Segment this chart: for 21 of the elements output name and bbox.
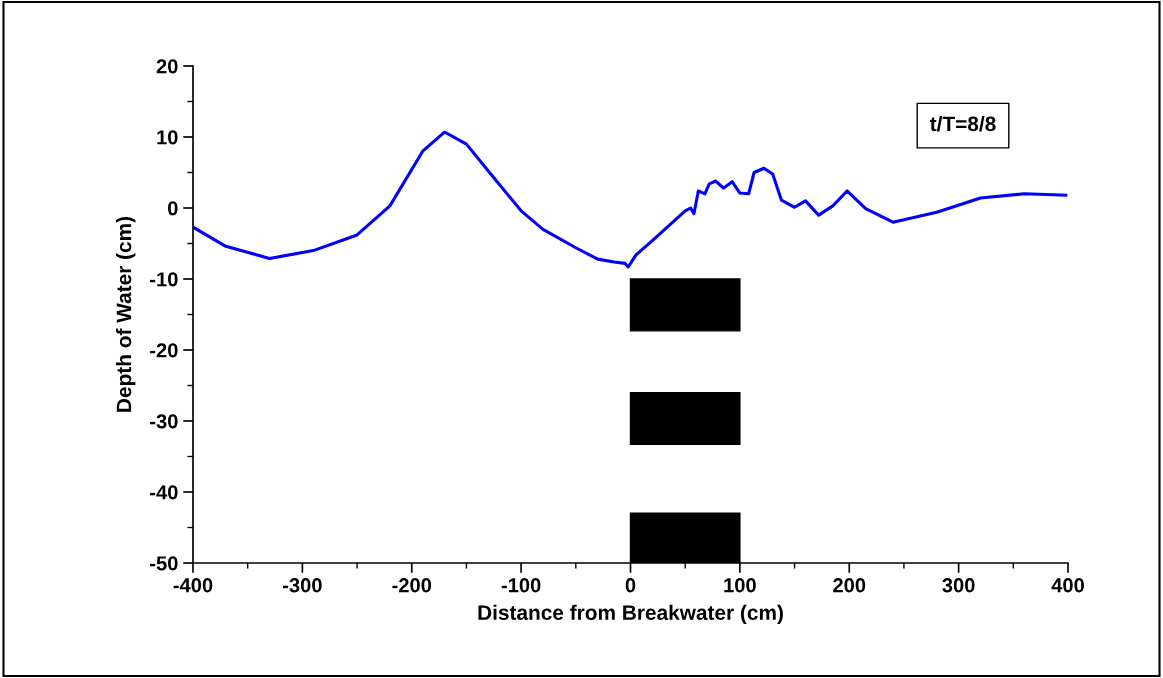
y-tick-label: 10	[157, 130, 178, 145]
y-tick-label: -20	[150, 343, 178, 358]
y-tick-label: 0	[168, 201, 178, 216]
y-tick-label: -30	[150, 414, 178, 429]
x-tick-label: 400	[1051, 578, 1084, 593]
x-tick-label: -200	[392, 578, 432, 593]
annotation: t/T=8/8	[929, 115, 996, 132]
x-tick-label: 300	[942, 578, 975, 593]
y-axis-title: Depth of Water (cm)	[116, 216, 136, 412]
x-tick-label: 0	[625, 578, 636, 593]
x-tick-label: -100	[501, 578, 541, 593]
x-tick-label: -400	[173, 578, 213, 593]
y-tick-label: 20	[156, 59, 178, 74]
line-series	[193, 130, 1068, 269]
x-axis-title: Distance from Breakwater (cm)	[478, 604, 783, 625]
x-tick-label: -300	[283, 578, 322, 593]
y-tick-label: -50	[150, 556, 178, 571]
x-tick-label: 100	[724, 578, 756, 593]
x-tick-label: 200	[833, 578, 866, 593]
y-tick-label: -40	[150, 485, 178, 500]
y-tick-label: -10	[150, 272, 178, 287]
